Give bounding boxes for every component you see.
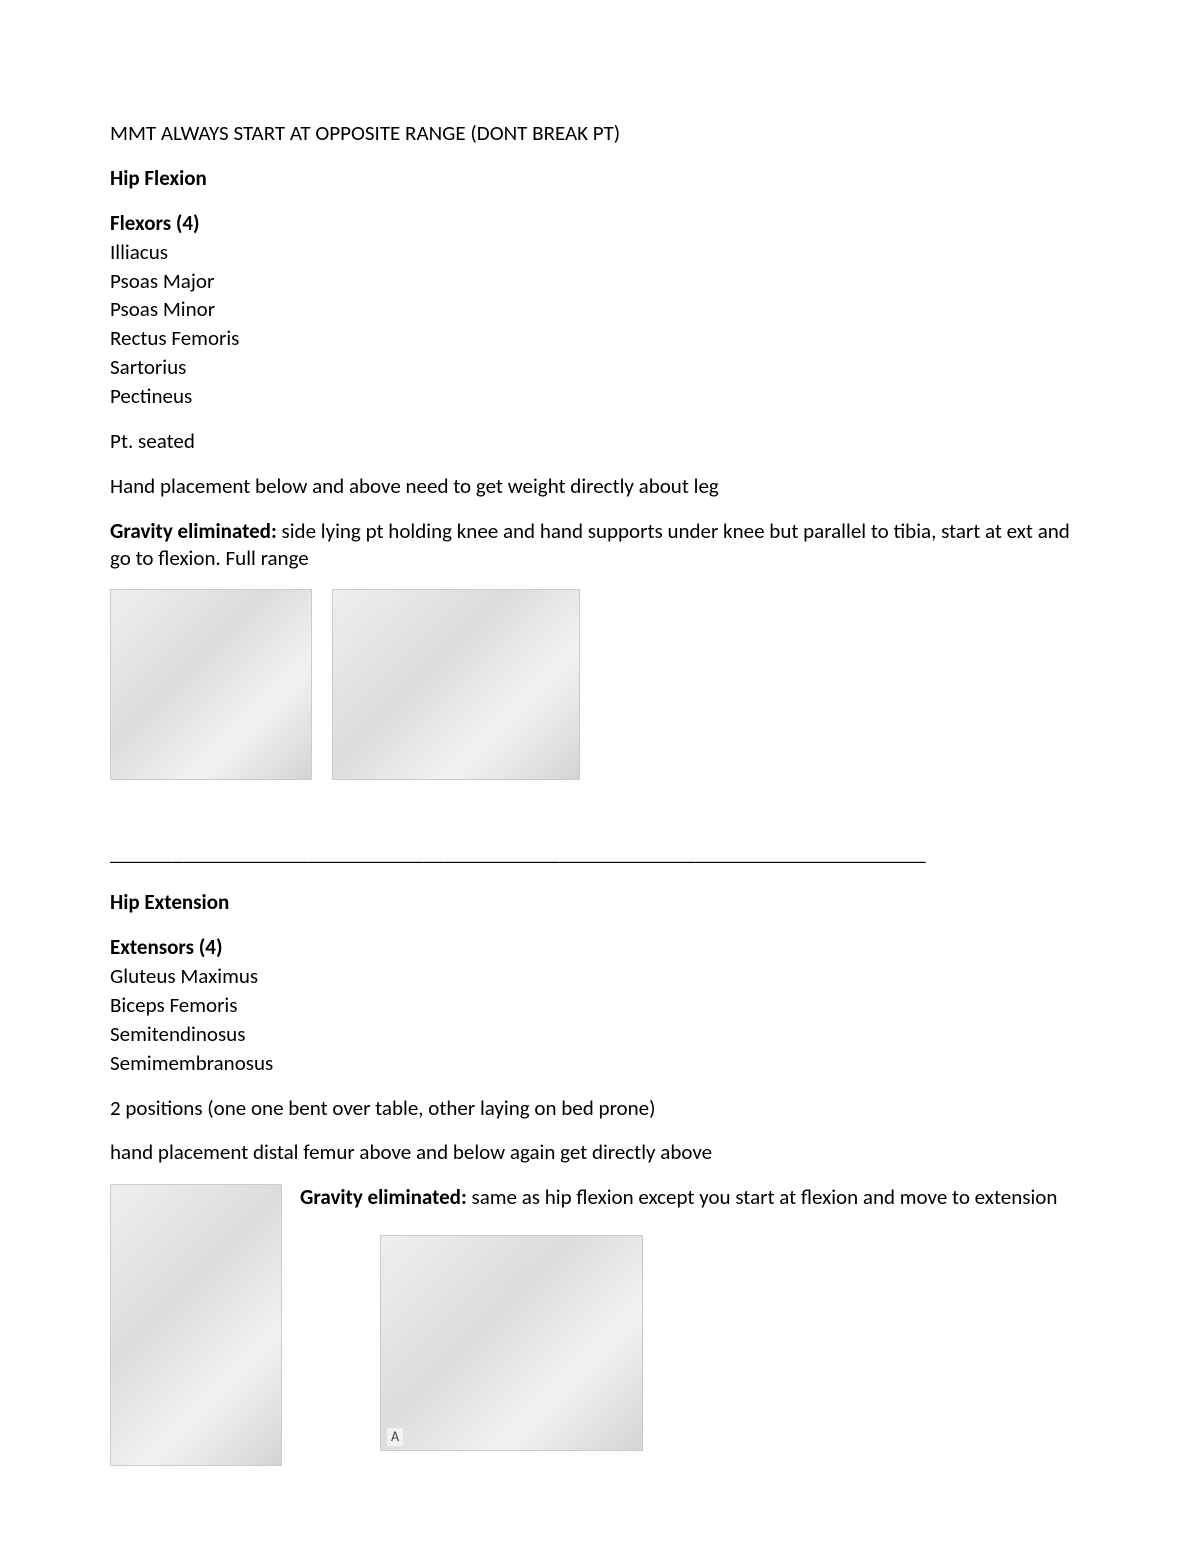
hand-placement: Hand placement below and above need to g… xyxy=(110,473,1090,500)
flexor-muscle: Rectus Femoris xyxy=(110,325,1090,352)
extensors-group-label: Extensors (4) xyxy=(110,934,1090,961)
flexor-muscle: Psoas Minor xyxy=(110,296,1090,323)
hip-flexion-image-2 xyxy=(332,589,580,780)
hip-flexion-image-row xyxy=(110,589,1090,780)
ext-text-column: Gravity eliminated: same as hip flexion … xyxy=(300,1184,1090,1458)
flexor-muscle: Illiacus xyxy=(110,239,1090,266)
ext-positions: 2 positions (one one bent over table, ot… xyxy=(110,1095,1090,1122)
pt-position: Pt. seated xyxy=(110,428,1090,455)
divider-line: ________________________________________… xyxy=(110,840,1090,867)
ext-hand-placement: hand placement distal femur above and be… xyxy=(110,1139,1090,1166)
gravity-eliminated-line: Gravity eliminated: side lying pt holdin… xyxy=(110,518,1090,572)
document-page: MMT ALWAYS START AT OPPOSITE RANGE (DONT… xyxy=(0,0,1200,1526)
hip-extension-image-1 xyxy=(110,1184,282,1466)
gravity-label: Gravity eliminated: xyxy=(110,518,277,544)
flexor-muscle: Psoas Major xyxy=(110,268,1090,295)
hip-extension-block: Gravity eliminated: same as hip flexion … xyxy=(110,1184,1090,1466)
extensor-muscle: Semitendinosus xyxy=(110,1021,1090,1048)
page-header: MMT ALWAYS START AT OPPOSITE RANGE (DONT… xyxy=(110,120,1090,147)
gravity-text: same as hip flexion except you start at … xyxy=(467,1184,1058,1210)
spacer xyxy=(110,810,1090,822)
hip-flexion-title: Hip Flexion xyxy=(110,165,1090,192)
extensor-muscle: Gluteus Maximus xyxy=(110,963,1090,990)
image-label: A xyxy=(387,1428,403,1446)
ext-gravity-line: Gravity eliminated: same as hip flexion … xyxy=(300,1184,1090,1211)
extensor-muscle: Semimembranosus xyxy=(110,1050,1090,1077)
hip-extension-title: Hip Extension xyxy=(110,889,1090,916)
gravity-label: Gravity eliminated: xyxy=(300,1184,467,1210)
extensor-muscle: Biceps Femoris xyxy=(110,992,1090,1019)
flexor-muscle: Pectineus xyxy=(110,383,1090,410)
flexors-group-label: Flexors (4) xyxy=(110,210,1090,237)
hip-extension-image-2: A xyxy=(380,1235,643,1451)
hip-flexion-image-1 xyxy=(110,589,312,780)
flexor-muscle: Sartorius xyxy=(110,354,1090,381)
